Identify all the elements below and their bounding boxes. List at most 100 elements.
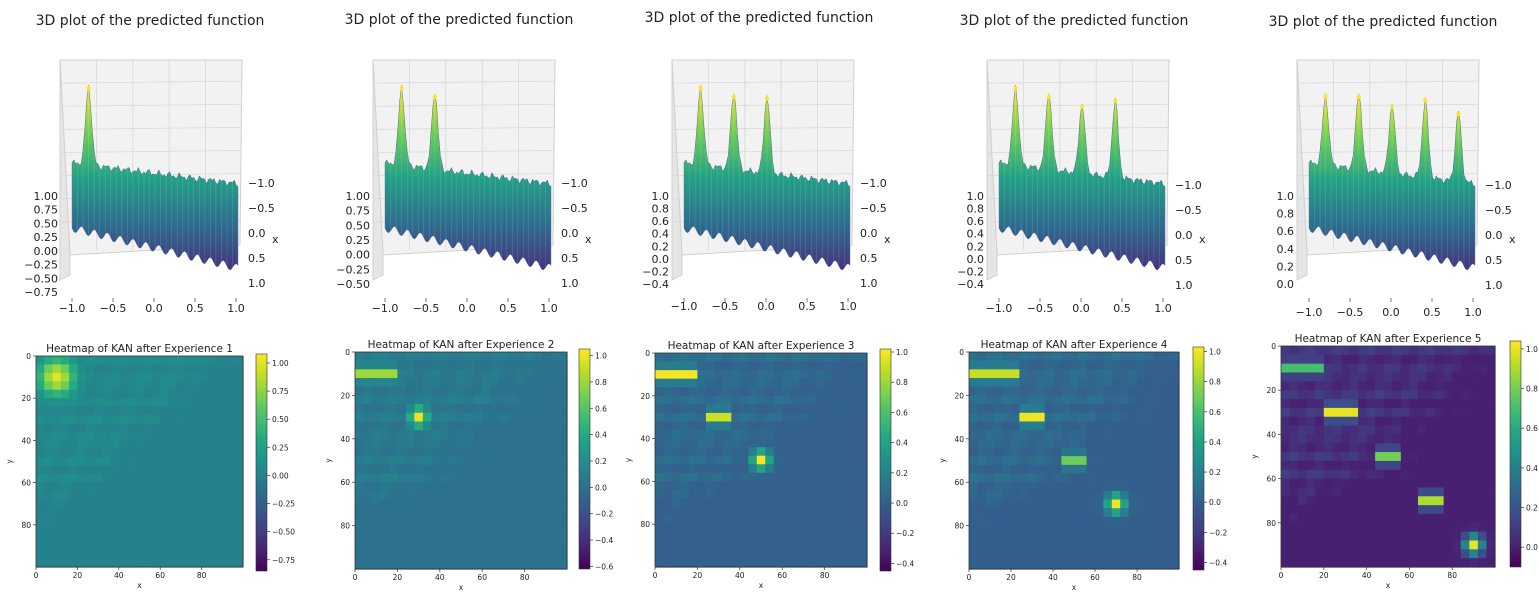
heatmap-cell: [1417, 469, 1428, 480]
heatmap-cell: [533, 369, 543, 379]
heatmap-cell: [1078, 490, 1088, 501]
heatmap-cell: [507, 352, 517, 362]
heatmap-cell: [824, 370, 834, 380]
heatmap-cell: [1469, 487, 1479, 497]
heatmap-cell: [1315, 487, 1325, 497]
heatmap-cell: [234, 448, 244, 458]
heatmap-cell: [671, 412, 682, 423]
y-tick-label: 40: [1266, 430, 1276, 439]
heatmap-cell: [168, 356, 178, 366]
heatmap-cell: [448, 378, 458, 388]
heatmap-cell: [118, 524, 128, 534]
heatmap-cell: [371, 360, 382, 370]
heatmap-cell: [748, 524, 758, 534]
heatmap-cell: [799, 498, 809, 508]
heatmap-cell: [1340, 399, 1351, 409]
heatmap-cell: [439, 490, 449, 501]
heatmap-cell: [110, 482, 120, 492]
heatmap-cell: [93, 448, 103, 458]
heatmap-cell: [52, 448, 62, 458]
heatmap-cell: [102, 431, 112, 441]
heatmap-cell: [773, 532, 783, 542]
heatmap-cell: [1452, 407, 1462, 418]
heatmap-cell: [1340, 443, 1351, 453]
heatmap-cell: [1103, 378, 1113, 388]
heatmap-cell: [782, 532, 792, 542]
heatmap-cell: [499, 490, 509, 501]
heatmap-cell: [969, 499, 978, 509]
heatmap-cell: [1170, 464, 1180, 475]
heatmap-cell: [1103, 438, 1113, 449]
heatmap-cell: [201, 524, 211, 534]
heatmap-cell: [1426, 416, 1436, 427]
heatmap-cell: [663, 472, 673, 482]
heatmap-cell: [1358, 469, 1368, 480]
heatmap-cell: [85, 381, 95, 391]
heatmap-cell: [1137, 551, 1146, 561]
heatmap-cell: [102, 491, 112, 501]
heatmap-cell: [705, 524, 715, 534]
heatmap-cell: [473, 438, 483, 449]
heatmap-cell: [1153, 499, 1163, 509]
colorbar-tick-label: 0.4: [1209, 438, 1221, 447]
heatmap-cell: [151, 516, 161, 526]
heatmap-cell: [1170, 551, 1180, 561]
heatmap-cell: [168, 415, 178, 425]
heatmap-cell: [176, 389, 186, 399]
heatmap-cell: [85, 389, 95, 399]
heatmap-cell: [550, 560, 560, 570]
heatmap-cell: [985, 352, 995, 362]
heatmap-cell: [1170, 508, 1180, 518]
heatmap-cell: [1366, 434, 1376, 444]
heatmap-cell: [1383, 469, 1393, 480]
heatmap-cell: [456, 369, 466, 379]
heatmap-cell: [93, 372, 103, 382]
heatmap-cell: [499, 534, 509, 544]
heatmap-cell: [1145, 551, 1155, 561]
heatmap-cell: [151, 499, 161, 509]
heatmap-cell: [1111, 438, 1121, 449]
heatmap-cell: [663, 447, 673, 457]
heatmap-cell: [507, 534, 517, 544]
heatmap-cell: [60, 516, 70, 526]
heatmap-cell: [524, 464, 534, 475]
heatmap-cell: [714, 430, 724, 440]
heatmap-cell: [1417, 407, 1428, 418]
heatmap-cell: [77, 406, 87, 416]
heatmap-cell: [414, 473, 424, 483]
heatmap-cell: [969, 482, 978, 492]
heatmap-cell: [1027, 352, 1037, 362]
heatmap-cell: [168, 533, 178, 543]
heatmap-cell: [663, 558, 673, 568]
heatmap-cell: [1409, 496, 1419, 506]
colorbar-tick-label: 0.8: [896, 378, 908, 387]
heatmap-cell: [782, 412, 792, 423]
heatmap-cell: [1400, 531, 1410, 542]
heatmap-cell: [201, 491, 211, 501]
heatmap-cell: [790, 515, 800, 525]
heatmap-cell: [499, 525, 509, 535]
heatmap-cell: [414, 447, 424, 457]
heatmap-cell: [977, 430, 987, 440]
heatmap-cell: [355, 473, 365, 483]
heatmap-cell: [85, 398, 95, 408]
heatmap-cell: [550, 404, 560, 414]
heatmap-cell: [663, 464, 673, 474]
heatmap-cell: [1340, 416, 1351, 427]
heatmap-cell: [977, 516, 987, 527]
heatmap-cell: [1053, 542, 1062, 553]
heatmap-cell: [44, 482, 54, 492]
heatmap-cell: [473, 352, 483, 362]
heatmap-cell: [1417, 434, 1428, 444]
heatmap-cell: [1349, 416, 1359, 427]
heatmap-cell: [994, 473, 1004, 483]
heatmap-cell: [193, 372, 203, 382]
heatmap-cell: [1103, 482, 1113, 492]
heatmap-cell: [1298, 363, 1308, 374]
heatmap-cell: [1349, 549, 1359, 559]
heatmap-cell: [176, 499, 186, 509]
heatmap-cell: [671, 387, 682, 397]
heatmap-cell: [1383, 390, 1393, 400]
heatmap-cell: [1332, 531, 1342, 542]
heatmap-cell: [1375, 434, 1385, 444]
